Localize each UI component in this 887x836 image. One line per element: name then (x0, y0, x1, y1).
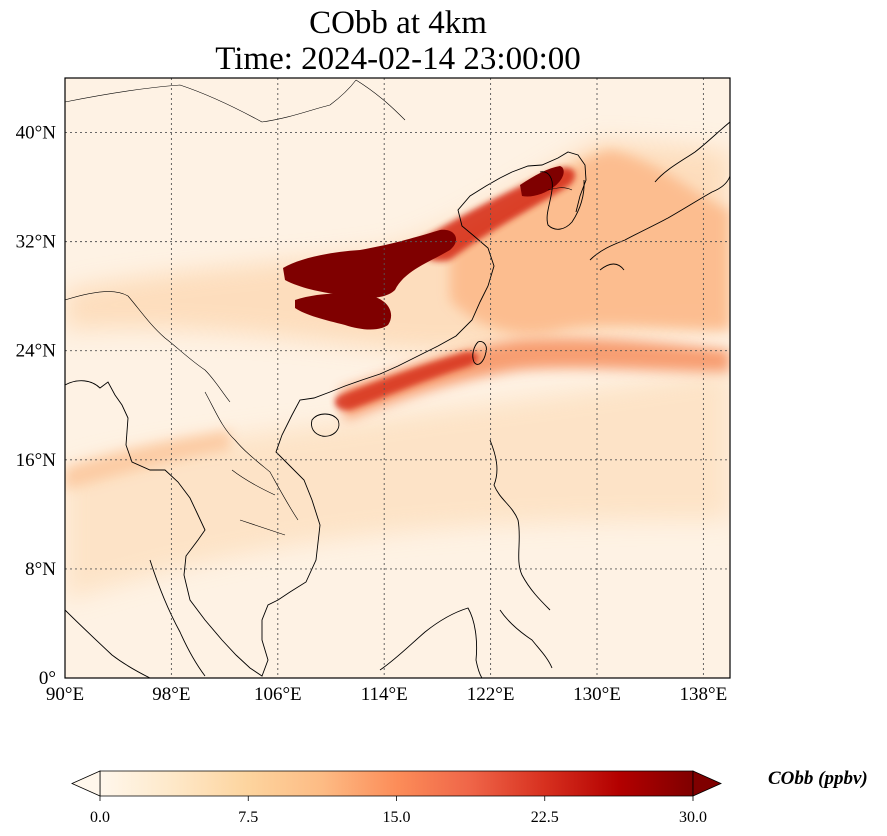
lat-tick-label: 40°N (16, 123, 57, 144)
colorbar: 0.0 7.5 15.0 22.5 30.0 (71, 770, 722, 826)
plume-core-coast (334, 351, 478, 411)
lon-tick-label: 98°E (152, 684, 190, 705)
latitude-axis: 0° 8°N 16°N 24°N 32°N 40°N (16, 123, 57, 689)
colorbar-gradient (99, 770, 694, 797)
colorbar-tick-label: 0.0 (90, 809, 110, 826)
coastline-philippines (489, 439, 553, 669)
map-title-line-2: Time: 2024-02-14 23:00:00 (215, 41, 581, 77)
colorbar-tick-label: 15.0 (383, 809, 411, 826)
border-north (65, 79, 406, 123)
coastlines (65, 121, 730, 678)
plume-band-southcoast (340, 338, 730, 420)
plume-max-core-south (295, 293, 392, 330)
border-west (65, 291, 231, 403)
coastline-borneo (379, 607, 483, 678)
plume-max-core-bohai (520, 166, 564, 197)
plume-haze-south (65, 370, 730, 600)
graticule (65, 78, 730, 678)
lon-tick-label: 114°E (361, 684, 408, 705)
coastline-hainan (311, 413, 340, 437)
map-frame (64, 77, 731, 679)
lat-tick-label: 16°N (16, 450, 57, 471)
map-area (65, 78, 730, 678)
country-borders (65, 79, 573, 536)
colorbar-extend-min-arrow (71, 770, 101, 797)
lon-tick-label: 130°E (573, 684, 621, 705)
coastline-sumatra (65, 609, 151, 678)
colorbar-extend-max-arrow (692, 770, 722, 797)
coastline-korea (539, 171, 585, 230)
co-plume-field (65, 140, 730, 600)
lon-tick-label: 90°E (46, 684, 84, 705)
colorbar-ticks: 0.0 7.5 15.0 22.5 30.0 (90, 796, 707, 826)
longitude-axis: 90°E 98°E 106°E 114°E 122°E 130°E 138°E (46, 684, 727, 705)
lon-tick-label: 138°E (680, 684, 728, 705)
border-korea-dmz (547, 187, 573, 191)
lon-tick-label: 106°E (254, 684, 302, 705)
coastline-malay (149, 559, 206, 677)
coastline-china (65, 151, 587, 677)
lat-tick-label: 0° (39, 668, 56, 689)
coastline-taiwan (472, 341, 487, 365)
colorbar-tick-label: 22.5 (531, 809, 559, 826)
plume-max-core-north (283, 229, 457, 299)
coastline-japan (589, 121, 730, 271)
lat-tick-label: 24°N (16, 341, 57, 362)
map-title-line-1: CObb at 4km (309, 5, 487, 41)
lon-tick-label: 122°E (467, 684, 515, 705)
lat-tick-label: 8°N (25, 559, 56, 580)
colorbar-title: CObb (ppbv) (768, 768, 868, 789)
plume-band-west (65, 430, 230, 490)
border-indochina (204, 391, 299, 536)
colorbar-tick-label: 30.0 (679, 809, 707, 826)
lat-tick-label: 32°N (16, 232, 57, 253)
colorbar-tick-label: 7.5 (238, 809, 258, 826)
